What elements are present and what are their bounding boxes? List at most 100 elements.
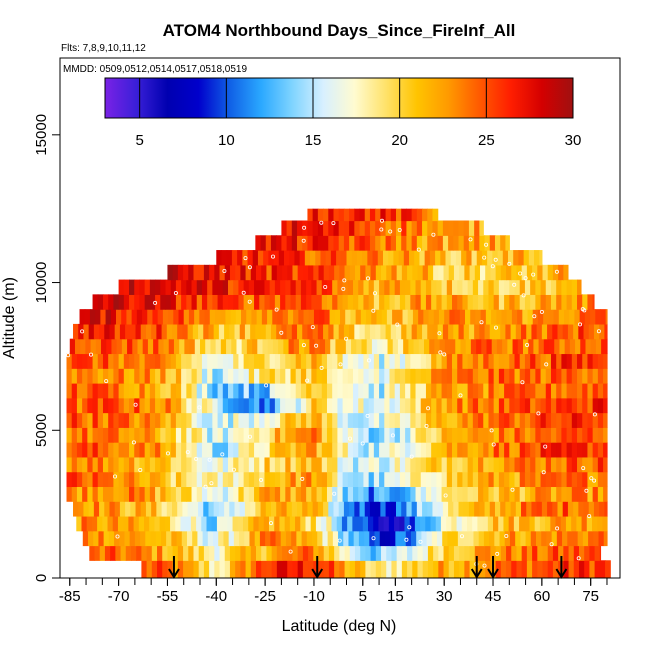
heatmap-cell (584, 309, 591, 325)
heatmap-cell (383, 515, 390, 532)
heatmap-cell (337, 427, 344, 443)
sample-point (305, 378, 310, 383)
heatmap-cell (594, 545, 601, 561)
sample-point (371, 308, 376, 313)
heatmap-cell (402, 309, 409, 325)
heatmap-cell (549, 338, 555, 355)
sample-point (379, 218, 384, 223)
heatmap-cell (316, 397, 323, 414)
heatmap-cell (66, 471, 73, 488)
heatmap-cell (489, 530, 495, 547)
heatmap-cell (295, 294, 302, 310)
flight-arrow (555, 556, 568, 579)
heatmap-cell (242, 515, 249, 532)
heatmap-cell (110, 545, 116, 561)
heatmap-cell (582, 486, 589, 502)
sample-point (443, 493, 448, 498)
heatmap-cell (196, 368, 203, 384)
heatmap-cell (300, 279, 307, 295)
heatmap-cell (476, 338, 482, 355)
heatmap-cell (401, 560, 408, 578)
heatmap-cell (478, 279, 484, 295)
heatmap-cell (182, 501, 189, 517)
heatmap-cell (448, 264, 455, 281)
heatmap-cell (540, 456, 547, 473)
heatmap-cell (301, 530, 308, 547)
heatmap-cell (217, 427, 224, 443)
heatmap-cell (509, 412, 516, 428)
heatmap-cell (541, 323, 548, 340)
heatmap-cell (264, 471, 271, 488)
heatmap-cell (358, 471, 365, 488)
heatmap-cell (323, 545, 330, 561)
heatmap-cell (478, 427, 484, 443)
heatmap-cell (584, 545, 590, 561)
heatmap-cell (365, 560, 372, 578)
heatmap-cell (311, 486, 318, 502)
heatmap-cell (483, 279, 490, 295)
heatmap-cell (82, 486, 88, 502)
heatmap-cell (304, 250, 311, 266)
flight-arrow (470, 556, 483, 579)
heatmap-cell (155, 383, 161, 399)
heatmap-cell (514, 486, 521, 502)
heatmap-cell (532, 264, 538, 281)
heatmap-cell (396, 560, 403, 578)
heatmap-cell (488, 294, 495, 310)
heatmap-cell (375, 501, 381, 517)
heatmap-cell (286, 501, 293, 517)
heatmap-cell (254, 427, 260, 443)
heatmap-cell (76, 456, 83, 473)
heatmap-cell (441, 412, 448, 428)
heatmap-cell (420, 294, 427, 310)
heatmap-cell (149, 279, 156, 295)
heatmap-cell (545, 442, 552, 458)
heatmap-cell (248, 471, 255, 488)
heatmap-cell (356, 338, 363, 355)
heatmap-cell (250, 264, 257, 281)
heatmap-cell (384, 486, 391, 502)
heatmap-cell (282, 309, 289, 325)
heatmap-cell (519, 486, 526, 502)
heatmap-cell (144, 427, 151, 443)
heatmap-cell (381, 309, 388, 325)
heatmap-cell (410, 397, 417, 414)
heatmap-cell (150, 530, 157, 547)
heatmap-cell (280, 456, 286, 473)
heatmap-cell (82, 368, 88, 384)
heatmap-cell (405, 456, 411, 473)
heatmap-cell (391, 560, 398, 578)
heatmap-cell (192, 323, 199, 340)
heatmap-cell (436, 427, 443, 443)
heatmap-cell (201, 397, 208, 414)
heatmap-cell (191, 368, 198, 384)
heatmap-cell (457, 530, 464, 547)
heatmap-cell (379, 456, 385, 473)
sample-point (390, 433, 395, 438)
heatmap-cell (238, 456, 245, 473)
heatmap-cell (561, 427, 568, 443)
heatmap-cell (462, 383, 469, 399)
heatmap-cell (102, 456, 109, 473)
heatmap-cell (489, 501, 496, 517)
colorbar-tick-label: 15 (305, 132, 322, 149)
heatmap-cell (487, 515, 494, 532)
heatmap-cell (541, 530, 548, 547)
heatmap-cell (311, 427, 318, 443)
heatmap-cell (264, 279, 271, 295)
heatmap-cell (186, 530, 193, 547)
heatmap-cell (432, 323, 439, 340)
heatmap-cell (535, 294, 542, 310)
heatmap-cell (264, 397, 271, 414)
heatmap-cell (342, 427, 349, 443)
heatmap-cell (167, 264, 174, 281)
heatmap-cell (306, 427, 312, 443)
heatmap-cell (334, 264, 340, 281)
heatmap-cell (149, 368, 156, 384)
heatmap-cell (217, 456, 224, 473)
heatmap-cell (123, 279, 130, 295)
heatmap-cell (108, 353, 114, 369)
heatmap-cell (582, 427, 589, 443)
heatmap-cell (360, 264, 366, 281)
heatmap-cell (129, 397, 135, 414)
